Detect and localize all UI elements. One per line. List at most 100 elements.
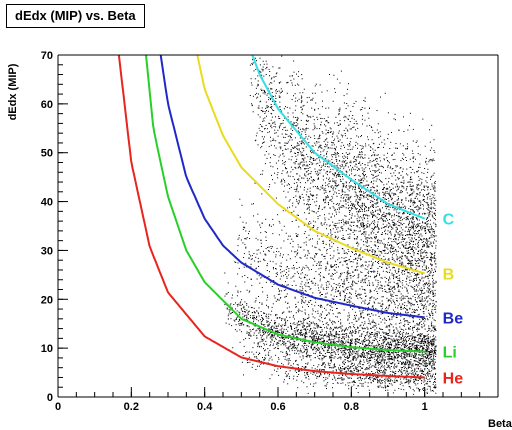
scatter-point: [339, 334, 341, 336]
scatter-point: [410, 188, 412, 190]
scatter-point: [336, 170, 338, 172]
scatter-point: [317, 333, 319, 335]
scatter-point: [301, 108, 303, 110]
scatter-point: [412, 346, 414, 348]
scatter-point: [259, 330, 261, 332]
scatter-point: [345, 353, 347, 355]
scatter-point: [301, 341, 303, 343]
scatter-point: [289, 151, 291, 153]
scatter-point: [372, 342, 374, 344]
scatter-point: [403, 318, 405, 320]
scatter-point: [419, 207, 421, 209]
scatter-point: [360, 312, 362, 314]
scatter-point: [311, 179, 313, 181]
scatter-point: [308, 269, 310, 271]
scatter-point: [281, 332, 283, 334]
scatter-point: [307, 354, 309, 356]
scatter-point: [358, 255, 360, 257]
scatter-point: [381, 234, 383, 235]
scatter-point: [418, 230, 420, 232]
scatter-point: [314, 277, 316, 279]
scatter-point: [306, 352, 308, 354]
scatter-point: [334, 327, 336, 329]
scatter-point: [308, 239, 310, 241]
scatter-point: [275, 326, 277, 328]
scatter-point: [332, 178, 334, 180]
scatter-point: [286, 307, 288, 309]
scatter-point: [313, 323, 315, 324]
scatter-point: [419, 366, 421, 367]
scatter-point: [237, 262, 239, 264]
scatter-point: [350, 301, 352, 303]
scatter-point: [338, 337, 340, 339]
scatter-point: [430, 299, 432, 301]
scatter-point: [319, 280, 321, 282]
scatter-point: [404, 321, 406, 323]
scatter-point: [299, 128, 301, 130]
scatter-point: [287, 326, 289, 328]
scatter-point: [415, 354, 417, 356]
scatter-point: [415, 225, 416, 227]
scatter-point: [386, 343, 388, 345]
scatter-point: [397, 356, 399, 358]
scatter-point: [318, 357, 320, 359]
scatter-point: [397, 352, 399, 354]
scatter-point: [308, 278, 310, 280]
scatter-point: [375, 254, 377, 256]
scatter-point: [301, 300, 303, 302]
scatter-point: [323, 357, 325, 359]
scatter-point: [301, 302, 302, 304]
scatter-point: [424, 244, 425, 246]
scatter-point: [271, 116, 273, 118]
scatter-point: [412, 343, 414, 345]
scatter-point: [261, 68, 263, 70]
scatter-point: [414, 345, 416, 347]
scatter-point: [418, 259, 420, 261]
scatter-point: [249, 329, 251, 331]
scatter-point: [407, 367, 409, 368]
scatter-point: [363, 171, 365, 173]
scatter-point: [345, 215, 347, 217]
scatter-point: [362, 352, 363, 354]
scatter-point: [340, 358, 342, 360]
scatter-point: [226, 308, 228, 310]
scatter-point: [246, 309, 248, 311]
scatter-point: [316, 325, 318, 327]
scatter-point: [325, 201, 327, 203]
scatter-point: [253, 315, 255, 317]
scatter-point: [380, 313, 382, 315]
scatter-point: [281, 55, 283, 57]
scatter-point: [337, 333, 339, 335]
scatter-point: [411, 200, 413, 202]
scatter-point: [429, 354, 431, 356]
scatter-point: [257, 96, 259, 98]
scatter-point: [428, 370, 430, 372]
scatter-point: [296, 253, 298, 255]
scatter-point: [384, 249, 386, 251]
scatter-point: [428, 348, 430, 350]
scatter-point: [342, 354, 344, 356]
scatter-point: [391, 197, 393, 199]
scatter-point: [403, 351, 405, 353]
scatter-point: [397, 178, 399, 180]
scatter-point: [307, 116, 309, 118]
scatter-point: [276, 335, 278, 337]
scatter-point: [347, 289, 349, 290]
scatter-point: [344, 344, 346, 346]
scatter-point: [283, 344, 285, 346]
scatter-point: [261, 90, 262, 91]
scatter-point: [390, 196, 392, 198]
scatter-point: [421, 338, 423, 339]
scatter-point: [369, 353, 371, 355]
scatter-point: [434, 213, 436, 215]
scatter-point: [387, 197, 389, 199]
scatter-point: [313, 347, 315, 348]
scatter-point: [315, 282, 317, 284]
scatter-point: [241, 204, 243, 206]
scatter-point: [340, 350, 342, 352]
scatter-point: [301, 101, 303, 102]
scatter-point: [353, 274, 355, 276]
scatter-point: [394, 303, 396, 305]
scatter-point: [411, 311, 413, 313]
scatter-point: [267, 87, 269, 89]
